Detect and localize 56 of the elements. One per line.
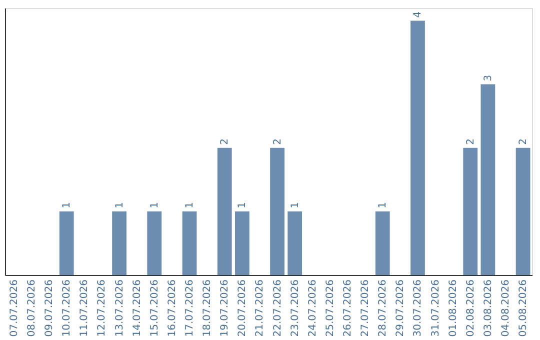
- x-tick-label: 08.07.2026: [26, 280, 38, 337]
- x-tick-label: 26.07.2026: [342, 280, 354, 337]
- bar: [410, 20, 425, 275]
- bar: [463, 148, 478, 275]
- bar: [59, 211, 74, 275]
- data-label: 2: [465, 138, 476, 145]
- x-tick-label: 13.07.2026: [114, 280, 126, 337]
- x-tick-label: 14.07.2026: [132, 280, 143, 337]
- x-tick-label: 07.07.2026: [8, 280, 20, 337]
- x-tick-label: 24.07.2026: [307, 280, 318, 337]
- x-tick-label: 01.08.2026: [448, 280, 459, 337]
- x-tick-label: 11.07.2026: [79, 280, 90, 337]
- x-tick-label: 30.07.2026: [412, 280, 424, 337]
- data-label: 1: [290, 202, 301, 208]
- x-tick-label: 19.07.2026: [220, 280, 231, 337]
- x-tick-label: 12.07.2026: [96, 280, 108, 337]
- data-label: 2: [518, 138, 530, 145]
- x-tick-label: 20.07.2026: [237, 280, 248, 337]
- data-label: 1: [114, 202, 126, 208]
- x-tick-label: 29.07.2026: [395, 280, 406, 337]
- x-tick-label: 02.08.2026: [465, 280, 476, 337]
- x-tick-label: 05.08.2026: [518, 280, 530, 337]
- bar: [182, 211, 197, 275]
- x-tick-label: 18.07.2026: [202, 280, 214, 337]
- data-label: 2: [220, 138, 231, 145]
- x-tick-label: 16.07.2026: [166, 280, 178, 337]
- x-tick-label: 17.07.2026: [184, 280, 196, 337]
- x-tick-label: 15.07.2026: [149, 280, 160, 337]
- data-label: 1: [237, 202, 248, 208]
- bar: [516, 148, 530, 275]
- x-tick-label: 04.08.2026: [500, 280, 512, 337]
- data-label: 1: [62, 202, 73, 208]
- bar: [217, 148, 232, 275]
- bar: [480, 84, 496, 275]
- data-label: 4: [412, 11, 424, 18]
- bar: [288, 211, 302, 275]
- x-tick-label: 23.07.2026: [290, 280, 301, 337]
- bar: [375, 211, 390, 275]
- data-label: 1: [184, 202, 196, 208]
- x-tick-label: 28.07.2026: [378, 280, 389, 337]
- data-label: 3: [482, 74, 494, 82]
- bar: [270, 148, 284, 275]
- data-label: 1: [149, 202, 160, 208]
- bar: [112, 211, 126, 275]
- bar: [147, 211, 162, 275]
- x-tick-label: 03.08.2026: [482, 280, 494, 337]
- x-tick-label: 31.07.2026: [430, 280, 442, 337]
- bar: [234, 211, 250, 275]
- x-tick-label: 25.07.2026: [324, 280, 336, 337]
- x-tick-label: 10.07.2026: [62, 280, 73, 337]
- data-label: 2: [272, 138, 284, 145]
- x-tick-label: 27.07.2026: [360, 280, 372, 337]
- data-label: 1: [378, 202, 389, 208]
- x-tick-label: 21.07.2026: [254, 280, 266, 337]
- x-tick-label: 09.07.2026: [44, 280, 56, 337]
- x-tick-label: 22.07.2026: [272, 280, 284, 337]
